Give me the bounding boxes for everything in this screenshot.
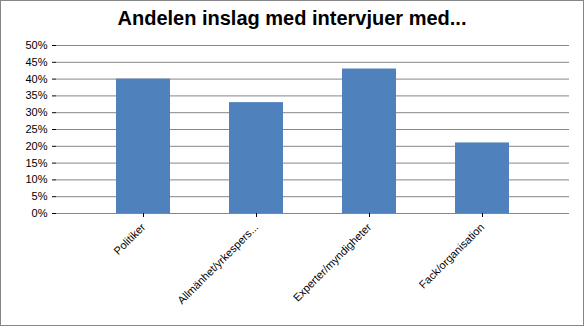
svg-text:Fack/organisation: Fack/organisation [417,221,487,291]
svg-text:10%: 10% [25,173,47,185]
svg-text:15%: 15% [25,157,47,169]
svg-text:40%: 40% [25,73,47,85]
svg-text:Politiker: Politiker [111,221,147,257]
svg-text:5%: 5% [32,190,48,202]
svg-text:50%: 50% [25,39,47,51]
svg-text:0%: 0% [32,207,48,219]
svg-text:Allmänhet/yrkespers...: Allmänhet/yrkespers... [175,221,260,306]
html-text:Andelen inslag med intervjuer: Andelen inslag med intervjuer med... [117,7,467,29]
svg-text:35%: 35% [25,89,47,101]
svg-text:45%: 45% [25,56,47,68]
svg-text:25%: 25% [25,123,47,135]
svg-text:20%: 20% [25,140,47,152]
svg-text:30%: 30% [25,106,47,118]
svg-text:Experter/myndigheter: Experter/myndigheter [291,221,374,304]
